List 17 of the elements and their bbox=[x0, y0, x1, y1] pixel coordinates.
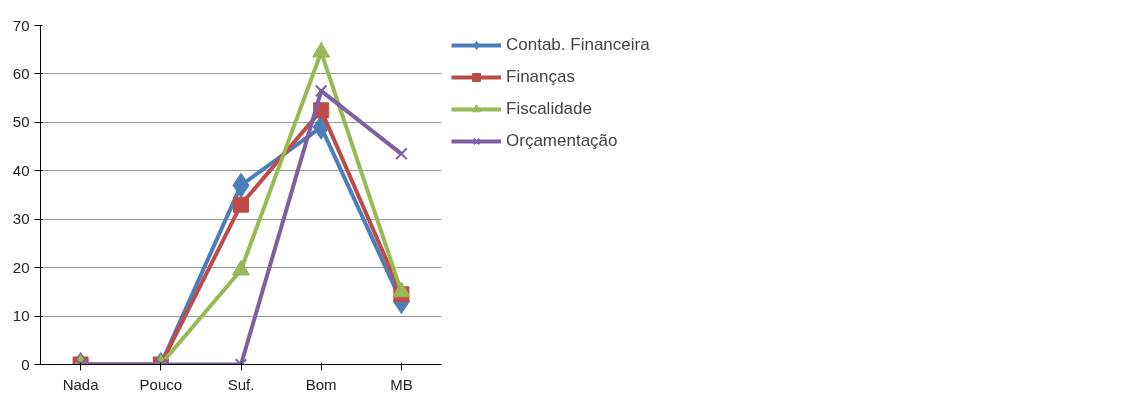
y-tick-label: 60 bbox=[12, 64, 30, 82]
y-tick-label: 30 bbox=[12, 210, 30, 228]
y-tick-label: 10 bbox=[12, 307, 30, 325]
legend-label: Finanças bbox=[506, 67, 575, 87]
legend-label: Orçamentação bbox=[506, 131, 618, 151]
legend-label: Fiscalidade bbox=[506, 99, 592, 119]
y-tick-label: 20 bbox=[12, 258, 30, 276]
y-tick-label: 50 bbox=[12, 113, 30, 131]
y-tick-label: 70 bbox=[12, 16, 30, 34]
x-tick-label: Pouco bbox=[139, 375, 183, 393]
x-tick-label: Bom bbox=[305, 375, 337, 393]
x-tick-label: Nada bbox=[62, 375, 100, 393]
y-tick-label: 0 bbox=[21, 355, 30, 373]
legend-label: Contab. Financeira bbox=[506, 35, 650, 55]
x-tick-label: Suf. bbox=[227, 375, 255, 393]
y-tick-label: 40 bbox=[12, 161, 30, 179]
x-tick-label: MB bbox=[390, 375, 413, 393]
